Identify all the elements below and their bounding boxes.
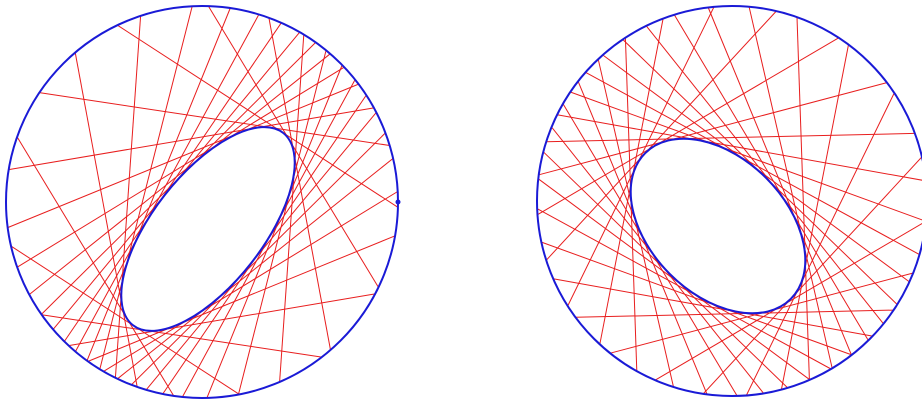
chord-line [28,53,331,295]
chord-line [748,6,833,369]
chord-line [41,314,322,358]
chord-line [74,52,138,388]
chord-line [206,64,343,399]
chord-line [673,14,869,341]
chord-line [39,92,390,146]
chord-line [131,132,386,386]
chord-line [8,107,374,171]
chord-line [268,17,331,351]
chord-line [16,136,175,397]
chord-line [86,7,231,361]
chord-line [63,22,282,342]
chord-line [541,241,852,356]
chord-line [538,82,888,176]
chord-line [87,235,396,362]
chord-line [654,222,922,381]
chord-line [117,158,394,380]
chord-line [537,37,839,216]
chord-line [575,309,894,318]
chord-line [114,15,142,378]
right-outer-circle [536,5,922,397]
chord-line [780,44,849,390]
chord-line [536,208,832,370]
chord-line [702,156,922,395]
chord-line [567,6,715,307]
chord-line [585,71,920,256]
right-panel [536,5,922,397]
left-chords [7,5,399,399]
chord-line [546,132,915,143]
chord-line [745,92,895,396]
chord-line [707,7,852,356]
right-chords [536,6,922,397]
chord-line [545,10,777,261]
chord-line [570,91,922,221]
chord-line [796,17,810,381]
chord-line [7,83,359,229]
left-inner-ellipse [120,126,296,332]
chord-line [68,293,376,347]
chord-line [645,25,884,325]
chord-line [557,114,922,181]
chord-line [279,34,305,383]
left-panel [5,5,401,399]
right-inner-ellipse [629,137,807,315]
chord-line [237,50,327,395]
chord-line [16,66,345,268]
chord-line [74,14,260,352]
left-marked-point [395,199,401,205]
chord-line [103,191,398,372]
chord-line [117,24,399,208]
chord-line [99,6,193,370]
